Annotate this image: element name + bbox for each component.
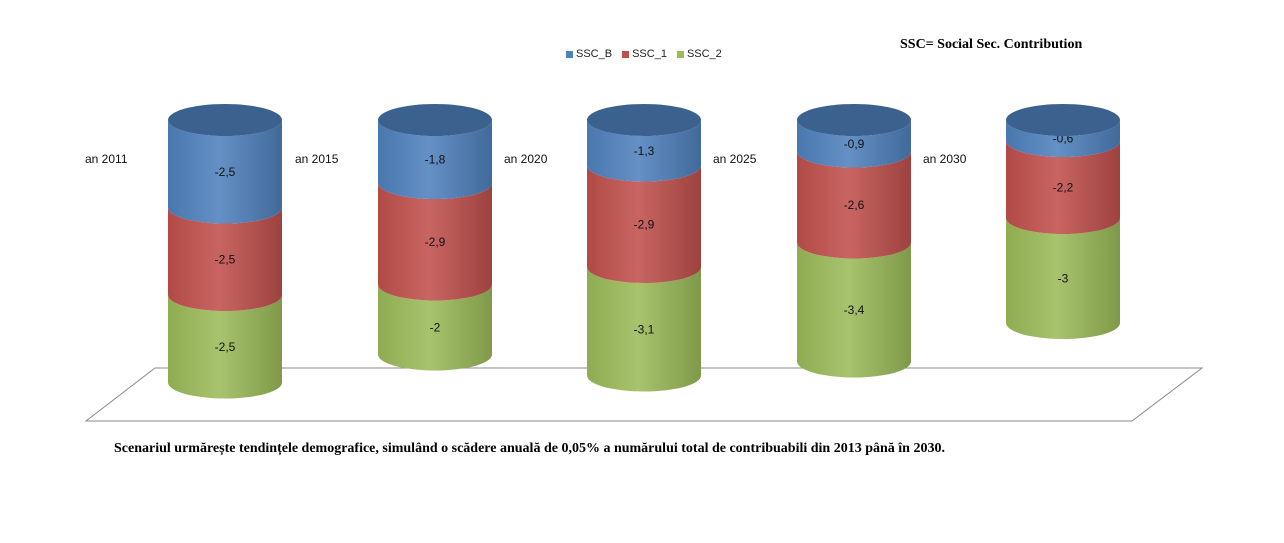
- bar-segment-ssc-b-4: [797, 120, 911, 168]
- caption: Scenariul urmărește tendințele demografi…: [114, 441, 945, 456]
- legend-label-ssc-2: SSC_2: [686, 48, 722, 60]
- legend-label-ssc-1: SSC_1: [632, 48, 667, 60]
- bar-segment-ssc-2-4: [797, 242, 911, 378]
- data-label-ssc-2-2: -2: [430, 321, 441, 335]
- bar-segment-ssc-1-1: [168, 207, 282, 311]
- category-label-2011: an 2011: [85, 152, 128, 166]
- legend-item-ssc-b: SSC_B: [566, 48, 612, 60]
- data-label-ssc-b-2: -1,8: [425, 153, 446, 167]
- legend-item-ssc-1: SSC_1: [622, 48, 667, 60]
- bar-segment-ssc-b-5: [1006, 120, 1120, 157]
- bar-segment-ssc-2-5: [1006, 218, 1120, 339]
- legend-swatch-ssc-1: [622, 50, 630, 58]
- category-label-2025: an 2025: [713, 152, 757, 166]
- data-label-ssc-2-1: -2,5: [215, 340, 236, 354]
- category-label-2015: an 2015: [295, 152, 339, 166]
- data-label-ssc-1-5: -2,2: [1053, 181, 1074, 195]
- ssc-note: SSC= Social Sec. Contribution: [900, 37, 1083, 52]
- bar-segment-ssc-1-5: [1006, 141, 1120, 234]
- bar-top-cap-5: [1006, 104, 1120, 136]
- data-label-ssc-1-4: -2,6: [844, 198, 865, 212]
- legend-item-ssc-2: SSC_2: [676, 48, 722, 60]
- bar-segment-ssc-b-1: [168, 120, 282, 224]
- bar-top-cap-3: [587, 104, 701, 136]
- legend-swatch-ssc-b: [566, 50, 573, 58]
- data-label-ssc-1-2: -2,9: [425, 235, 446, 249]
- bar-segment-ssc-b-2: [378, 120, 492, 199]
- bar-segment-ssc-1-2: [378, 183, 493, 301]
- data-label-ssc-1-1: -2,5: [215, 252, 236, 266]
- bar-segment-ssc-2-2: [378, 284, 493, 371]
- data-label-ssc-2-3: -3,1: [634, 322, 655, 336]
- data-label-ssc-b-3: -1,3: [634, 144, 655, 158]
- data-label-ssc-2-4: -3,4: [844, 303, 865, 317]
- category-label-2020: an 2020: [504, 152, 548, 166]
- legend: SSC_B SSC_1 SSC_2: [566, 48, 722, 60]
- bar-segment-ssc-1-3: [587, 165, 701, 283]
- bar-segment-ssc-1-4: [797, 151, 911, 259]
- legend-swatch-ssc-2: [676, 50, 684, 58]
- bar-segment-ssc-2-3: [587, 267, 701, 392]
- bar-top-cap-2: [378, 104, 492, 136]
- category-label-2030: an 2030: [923, 152, 967, 166]
- legend-label-ssc-b: SSC_B: [576, 48, 613, 60]
- data-label-ssc-b-1: -2,5: [215, 165, 236, 179]
- bar-top-cap-4: [797, 104, 911, 136]
- data-label-ssc-b-4: -0,9: [844, 137, 865, 151]
- data-label-ssc-2-5: -3: [1058, 272, 1069, 286]
- bar-segment-ssc-2-1: [168, 295, 282, 399]
- data-label-ssc-1-3: -2,9: [634, 217, 655, 231]
- bar-segment-ssc-b-3: [587, 120, 701, 182]
- bar-top-cap-1: [168, 104, 282, 136]
